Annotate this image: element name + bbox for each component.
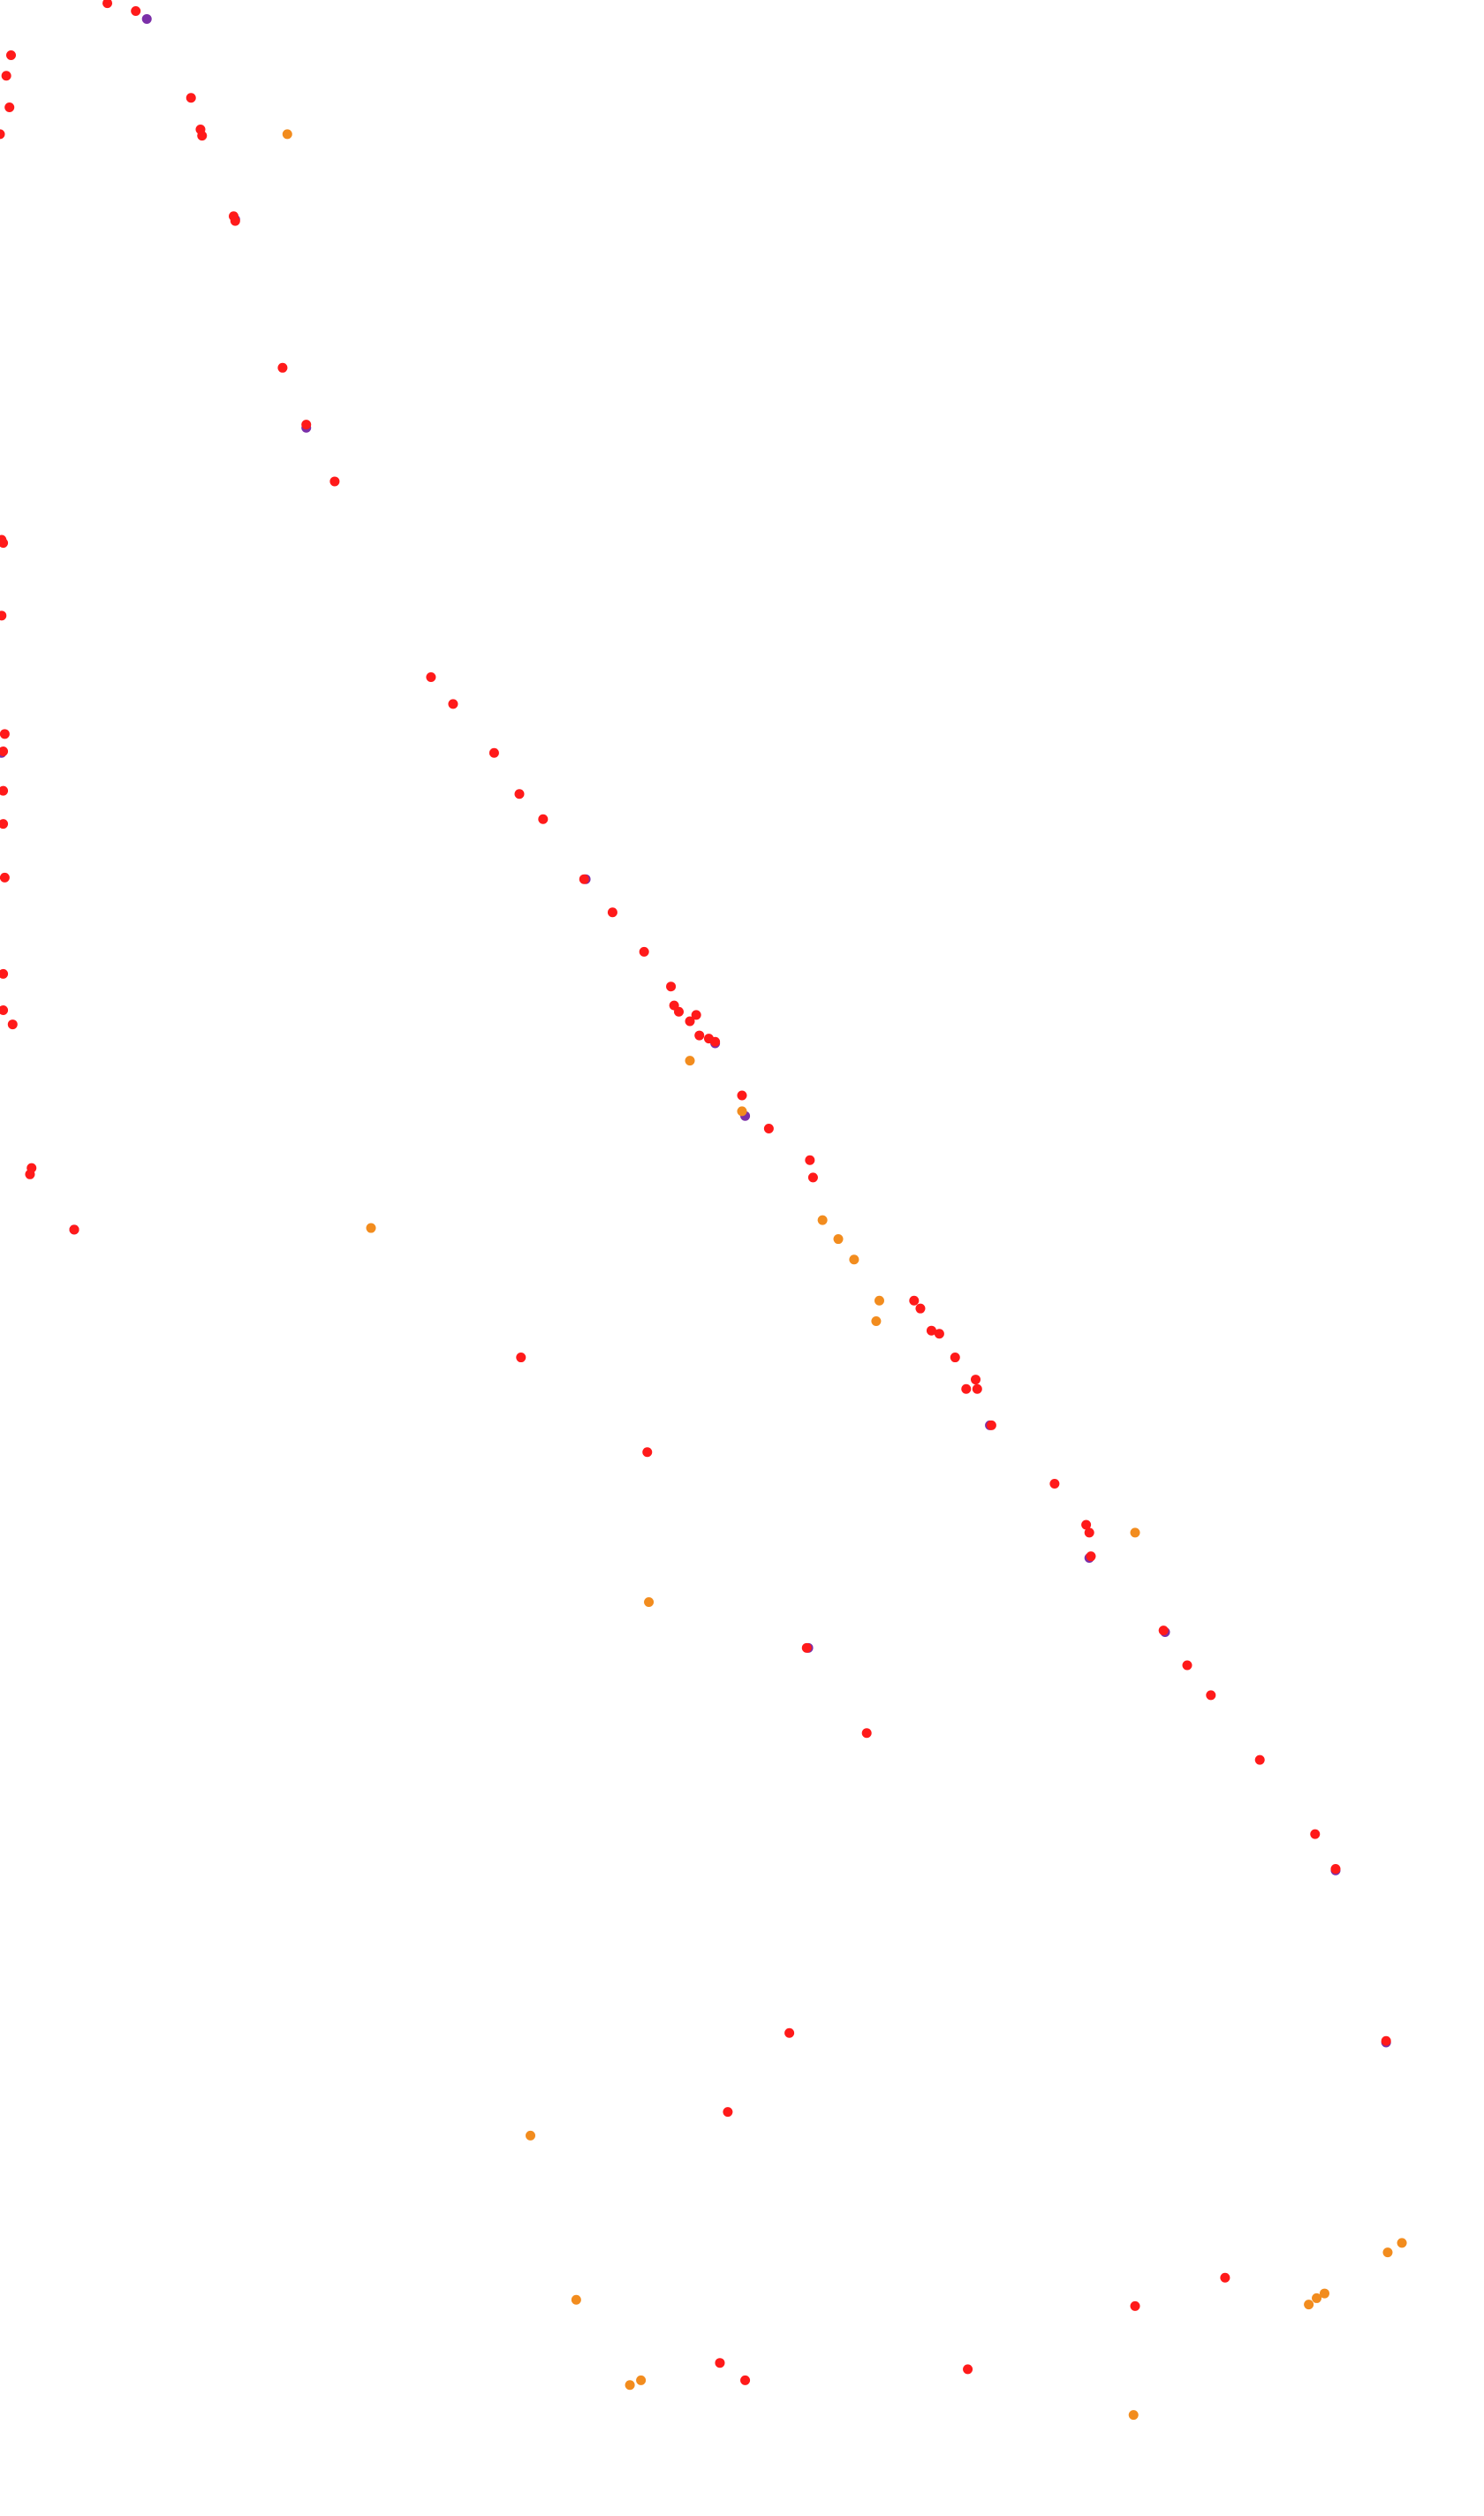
point (1081, 1519, 1092, 1530)
point (607, 907, 617, 918)
point (963, 2364, 973, 2375)
point (986, 1420, 996, 1430)
point (571, 2294, 581, 2305)
point (849, 1254, 859, 1265)
point (526, 2130, 536, 2141)
point (784, 2027, 795, 2038)
point (0, 129, 5, 140)
point (666, 981, 677, 992)
point (674, 1006, 685, 1017)
point (1220, 2272, 1230, 2283)
point (644, 1597, 655, 1608)
point (642, 1447, 653, 1458)
point (1381, 2035, 1391, 2046)
point (0, 538, 9, 549)
point (1158, 1626, 1169, 1636)
point (1130, 2300, 1140, 2311)
point (301, 420, 312, 430)
point (1086, 1551, 1096, 1562)
point (1254, 1754, 1265, 1765)
point (1304, 2300, 1314, 2310)
point (801, 1642, 812, 1653)
point (230, 216, 240, 226)
point (817, 1215, 828, 1225)
point (961, 1383, 972, 1394)
point (763, 1123, 774, 1133)
point (448, 699, 458, 709)
point (807, 1172, 818, 1183)
point (1130, 1527, 1140, 1538)
point (579, 874, 589, 884)
point (737, 1106, 747, 1117)
point (1319, 2288, 1329, 2299)
point (1049, 1478, 1060, 1489)
point (1330, 1863, 1341, 1874)
point (861, 1728, 872, 1739)
point (0, 729, 10, 739)
point (926, 1325, 936, 1336)
point (538, 814, 549, 824)
point (516, 1353, 526, 1363)
point (685, 1016, 695, 1027)
point (874, 1295, 884, 1306)
point (636, 2375, 647, 2385)
point (282, 129, 292, 140)
point (0, 1004, 9, 1015)
point (329, 476, 340, 487)
point (805, 1155, 815, 1165)
point (639, 946, 649, 957)
point (6, 50, 17, 61)
point (971, 1375, 981, 1385)
point (488, 747, 499, 758)
point (625, 2380, 635, 2391)
point (1206, 1690, 1216, 1701)
point (25, 1169, 35, 1179)
point (710, 1036, 721, 1047)
point (426, 671, 436, 682)
point (0, 968, 9, 979)
point (0, 746, 9, 756)
point (0, 819, 9, 830)
point (950, 1353, 960, 1363)
point (277, 362, 288, 373)
point (972, 1383, 982, 1394)
point (7, 1019, 18, 1030)
point (915, 1303, 926, 1314)
point (694, 1030, 705, 1041)
point (0, 785, 9, 796)
point (4, 102, 15, 112)
point (131, 6, 141, 17)
point (102, 0, 113, 9)
point (685, 1056, 695, 1066)
point (514, 789, 525, 800)
point (909, 1295, 920, 1306)
point (723, 2107, 733, 2118)
point (871, 1315, 882, 1326)
point (141, 13, 152, 24)
point (691, 1010, 701, 1020)
point (1084, 1527, 1094, 1538)
point (366, 1223, 376, 1233)
point (0, 610, 7, 621)
point (197, 131, 208, 141)
point (1312, 2292, 1322, 2303)
point (715, 2358, 725, 2368)
point (1128, 2410, 1139, 2421)
point (737, 1090, 747, 1101)
point (740, 2375, 751, 2385)
point (1310, 1829, 1321, 1839)
point (1382, 2247, 1393, 2258)
point (0, 872, 10, 883)
point (186, 93, 196, 103)
point (934, 1329, 944, 1339)
point (833, 1234, 844, 1245)
point (1397, 2238, 1407, 2248)
point (1182, 1660, 1192, 1671)
point (69, 1224, 80, 1235)
point (1, 71, 11, 81)
